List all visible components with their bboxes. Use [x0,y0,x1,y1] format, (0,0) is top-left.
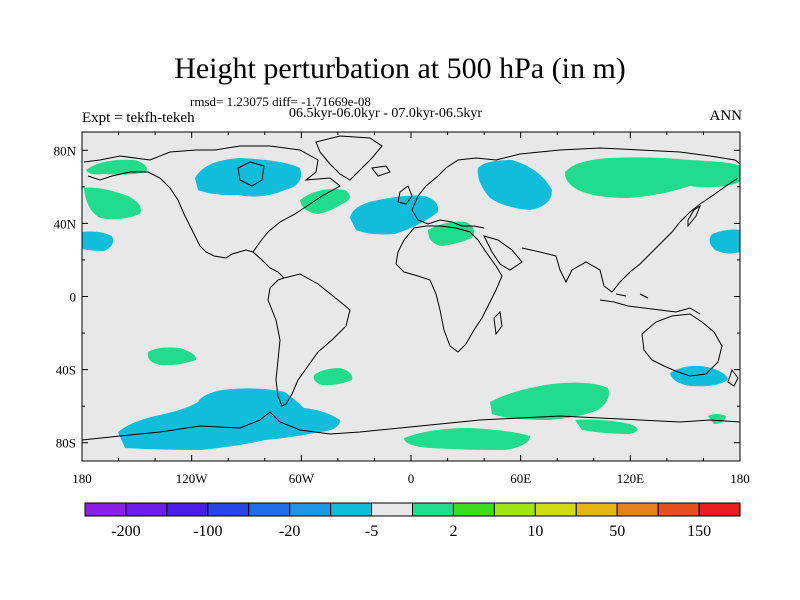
colorbar-swatch [616,502,659,517]
colorbar-label: -200 [111,523,140,540]
latitude-axis: 80N 40N 0 40S 80S [54,143,740,451]
anomaly-region-west-pacific [709,229,740,254]
colorbar-swatch [84,502,127,517]
lat-tick-label: 0 [70,290,77,305]
period-label: 06.5kyr-06.0kyr - 07.0kyr-06.5kyr [289,106,483,121]
coast-iceland [371,165,391,177]
coast-europe [411,147,740,211]
colorbar-swatch [289,502,332,517]
anomaly-region-siberia [564,157,740,198]
lon-tick-label: 120W [176,471,209,486]
lat-tick-label: 80N [54,143,77,158]
colorbar-swatch [330,502,373,517]
anomaly-region-s-indian [490,382,609,420]
coast-japan [687,204,702,228]
season-label: ANN [709,108,743,124]
anomaly-region-mediterranean [428,221,474,246]
map-title: Height perturbation at 500 hPa (in m) [174,52,626,85]
colorbar-swatch [125,502,168,517]
colorbar-label: -5 [365,523,378,540]
anomaly-region-north-atlantic [350,195,439,235]
colorbar-swatch [248,502,291,517]
lon-tick-label: 180 [72,471,92,486]
anomaly-region-east-pacific [82,231,113,251]
colorbar-label: -100 [193,523,222,540]
colorbar-swatch [493,502,536,517]
colorbar-swatch [575,502,618,517]
anomaly-region-s-indian-tail [575,419,638,434]
lat-tick-label: 40S [56,363,76,378]
lon-tick-label: 180 [730,471,750,486]
anomaly-region-antarctic-coast [404,428,530,450]
anomaly-region-se-pacific [147,347,197,366]
negative-anomalies [82,158,740,450]
colorbar-swatch [371,502,413,517]
colorbar [84,502,741,517]
coastlines [82,135,740,441]
coast-british-isles [397,185,413,205]
colorbar-swatch [207,502,250,517]
colorbar-labels: -200 -100 -20 -5 2 10 50 150 [111,523,711,540]
lon-tick-label: 120E [617,471,645,486]
coast-antarctica [82,411,740,441]
anomaly-region-west-siberia [477,160,552,210]
coast-greenland [315,135,383,181]
anomaly-region-greenland [300,189,350,214]
lon-tick-label: 60W [289,471,315,486]
colorbar-swatch [698,502,741,517]
coast-europe-south [411,209,485,229]
coast-new-zealand [727,368,739,387]
statistics-text: rmsd= 1.23075 diff= -1.71669e-08 [190,94,371,109]
anomaly-region-canada [195,158,301,197]
experiment-label: Expt = tekfh-tekeh [82,110,195,126]
anomaly-region-south-pacific [118,388,340,450]
lon-tick-label: 0 [408,471,415,486]
coast-south-america [267,273,351,407]
lat-tick-label: 40N [54,216,77,231]
colorbar-swatch [657,502,700,517]
anomaly-region-se-australia [670,365,728,387]
colorbar-label: 2 [449,523,457,540]
anomaly-region-gulf-alaska [84,187,141,220]
coast-asia-south [521,177,739,293]
coast-australia [641,313,723,377]
anomaly-region-s-atlantic [313,368,353,386]
colorbar-swatch [452,502,495,517]
longitude-axis: 180 120W 60W 0 60E 120E 180 [72,132,750,486]
coast-madagascar [493,310,503,336]
colorbar-label: 10 [527,523,543,540]
colorbar-label: 50 [609,523,625,540]
coast-arabia [483,235,523,271]
colorbar-label: 150 [687,523,711,540]
anomaly-region-ross-sea [708,414,726,424]
coast-hudson-bay [237,161,265,187]
anomaly-region-bering [86,159,147,175]
lon-tick-label: 60E [510,471,531,486]
colorbar-swatch [412,502,454,517]
coast-north-america [83,145,341,259]
colorbar-swatch [166,502,209,517]
colorbar-label: -20 [279,523,300,540]
lat-tick-label: 80S [56,436,76,451]
positive-anomalies [84,157,740,450]
colorbar-swatch [534,502,577,517]
coast-indonesia [599,293,701,315]
coast-central-america [252,251,285,279]
coast-africa [395,225,503,353]
